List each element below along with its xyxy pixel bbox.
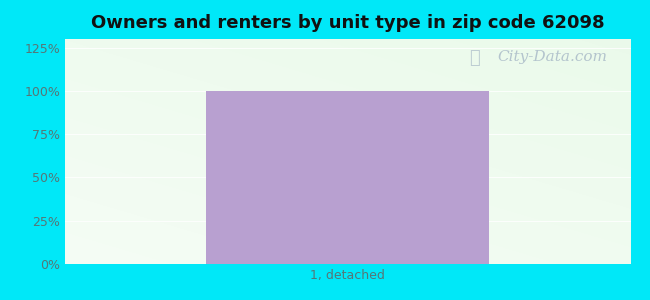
Text: ⦿: ⦿ (469, 49, 480, 67)
Title: Owners and renters by unit type in zip code 62098: Owners and renters by unit type in zip c… (91, 14, 604, 32)
Bar (207, 91, 489, 264)
Text: City-Data.com: City-Data.com (498, 50, 608, 64)
